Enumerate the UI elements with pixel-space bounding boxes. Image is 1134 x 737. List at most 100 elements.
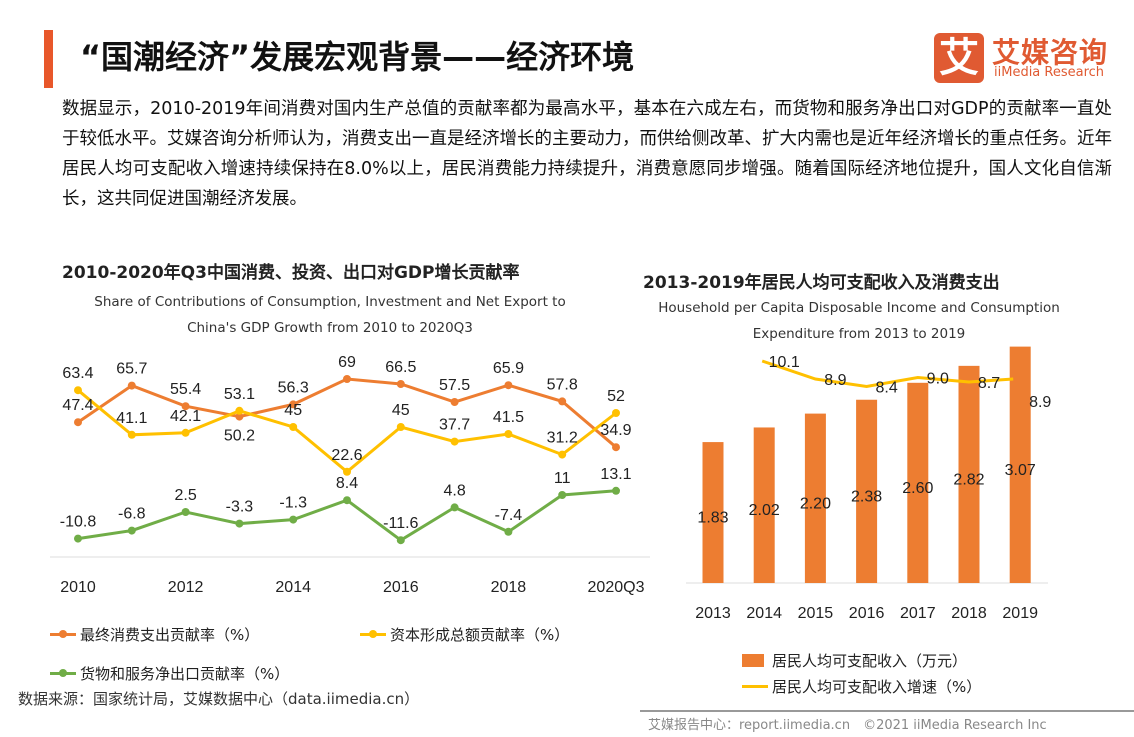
data-label: 34.9 — [600, 422, 631, 439]
data-point — [450, 437, 459, 446]
legend-growth: 居民人均可支配收入增速（%） — [742, 676, 981, 697]
legend-line-icon — [50, 630, 76, 638]
data-label: 47.4 — [62, 397, 93, 414]
x-tick-label: 2013 — [695, 605, 731, 622]
bar-label: 2.20 — [800, 495, 831, 512]
data-label: 57.5 — [439, 377, 470, 394]
x-tick-label: 2015 — [798, 605, 834, 622]
x-tick-label: 2019 — [1002, 605, 1038, 622]
data-label: 69 — [338, 354, 356, 371]
x-tick-label: 2012 — [168, 579, 204, 596]
data-label: 8.4 — [336, 475, 358, 492]
left-chart-subtitle: Share of Contributions of Consumption, I… — [40, 289, 620, 341]
page-title: “国潮经济”发展宏观背景——经济环境 — [80, 38, 635, 76]
growth-line — [761, 359, 1014, 389]
x-tick-label: 2014 — [275, 579, 311, 596]
bar — [804, 413, 826, 583]
data-point — [235, 412, 244, 421]
data-label: 37.7 — [439, 417, 470, 434]
data-point — [343, 467, 351, 476]
data-point — [396, 380, 405, 388]
data-label: 41.5 — [493, 409, 524, 426]
legend-label: 货物和服务净出口贡献率（%） — [80, 665, 290, 683]
data-point — [450, 503, 459, 512]
legend-label: 居民人均可支配收入增速（%） — [772, 678, 982, 696]
data-point — [74, 386, 82, 395]
data-label: 13.1 — [600, 466, 631, 483]
x-tick-label: 2016 — [849, 605, 885, 622]
data-point — [558, 491, 567, 499]
x-tick-label: 2016 — [383, 579, 419, 596]
data-point — [558, 397, 567, 406]
data-label: 65.7 — [116, 361, 147, 378]
data-label: -11.6 — [383, 515, 418, 532]
data-point — [504, 527, 513, 536]
line-label: 8.7 — [978, 375, 1000, 392]
subtitle-line: China's GDP Growth from 2010 to 2020Q3 — [187, 320, 473, 336]
data-point — [504, 430, 513, 438]
right-bar-chart: 1.83 2013 2.02 2014 2.20 2015 2.38 2016 2.60 2017… — [686, 346, 1051, 622]
bar-label: 2.02 — [749, 502, 780, 519]
legend-line-icon — [50, 669, 76, 677]
data-label: 52 — [607, 388, 625, 405]
data-point — [450, 398, 459, 406]
logo-text-en: iiMedia Research — [994, 65, 1105, 80]
legend-consumption: 最终消费支出贡献率（%） — [50, 624, 259, 645]
data-point — [504, 381, 513, 390]
bar-label: 2.38 — [851, 488, 882, 505]
bar-label: 2.82 — [953, 471, 984, 488]
data-source: 数据来源：国家统计局，艾媒数据中心（data.iimedia.cn） — [18, 690, 420, 708]
legend-label: 居民人均可支配收入（万元） — [772, 652, 968, 670]
bar — [753, 427, 775, 583]
bar — [1009, 346, 1031, 583]
data-point — [74, 534, 82, 543]
data-label: 66.5 — [385, 359, 416, 376]
data-label: -3.3 — [226, 499, 254, 516]
line-label: 8.4 — [875, 380, 897, 397]
data-point — [181, 508, 190, 516]
x-tick-label: 2018 — [951, 605, 987, 622]
legend-income: 居民人均可支配收入（万元） — [742, 650, 967, 671]
data-label: 57.8 — [547, 376, 578, 393]
data-point — [343, 375, 351, 383]
data-label: 53.1 — [224, 386, 255, 403]
line-label: 8.9 — [824, 372, 846, 389]
data-point — [612, 443, 620, 452]
data-point — [74, 418, 82, 427]
data-label: 42.1 — [170, 408, 201, 425]
line-label: 10.1 — [769, 354, 800, 371]
data-point — [558, 450, 567, 459]
legend-label: 最终消费支出贡献率（%） — [80, 626, 260, 644]
legend-line-icon — [360, 630, 386, 638]
legend-label: 资本形成总额贡献率（%） — [390, 626, 570, 644]
data-point — [235, 519, 244, 528]
logo-mark: 艾 — [934, 33, 984, 83]
data-label: 50.2 — [224, 428, 255, 445]
subtitle-line: Share of Contributions of Consumption, I… — [94, 294, 566, 310]
data-label: -1.3 — [279, 495, 307, 512]
data-label: 11 — [554, 470, 571, 487]
data-label: 55.4 — [170, 381, 201, 398]
data-label: 41.1 — [116, 410, 147, 427]
bar — [702, 442, 724, 583]
data-label: 63.4 — [62, 365, 93, 382]
data-label: -7.4 — [495, 507, 523, 524]
data-point — [396, 423, 405, 431]
intro-paragraph: 数据显示，2010-2019年间消费对国内生产总值的贡献率都为最高水平，基本在六… — [62, 99, 1112, 209]
left-line-chart: 2010 2012 2014 2016 2018 2020Q3 63.4 47.4 -10.8 6… — [50, 354, 650, 596]
left-chart-title: 2010-2020年Q3中国消费、投资、出口对GDP增长贡献率 — [62, 263, 520, 283]
title-accent-bar — [44, 30, 53, 88]
data-point — [612, 486, 620, 495]
right-chart-title: 2013-2019年居民人均可支配收入及消费支出 — [643, 273, 1000, 293]
data-point — [181, 428, 190, 437]
line-label: 9.0 — [927, 371, 949, 388]
data-point — [289, 400, 298, 409]
data-point — [235, 406, 244, 415]
bar — [958, 365, 980, 583]
legend-bar-icon — [742, 654, 764, 667]
x-tick-label: 2017 — [900, 605, 936, 622]
data-point — [127, 526, 136, 535]
x-tick-label: 2020Q3 — [588, 579, 645, 596]
bar-label: 2.60 — [902, 480, 933, 497]
bar-label: 1.83 — [697, 510, 728, 527]
